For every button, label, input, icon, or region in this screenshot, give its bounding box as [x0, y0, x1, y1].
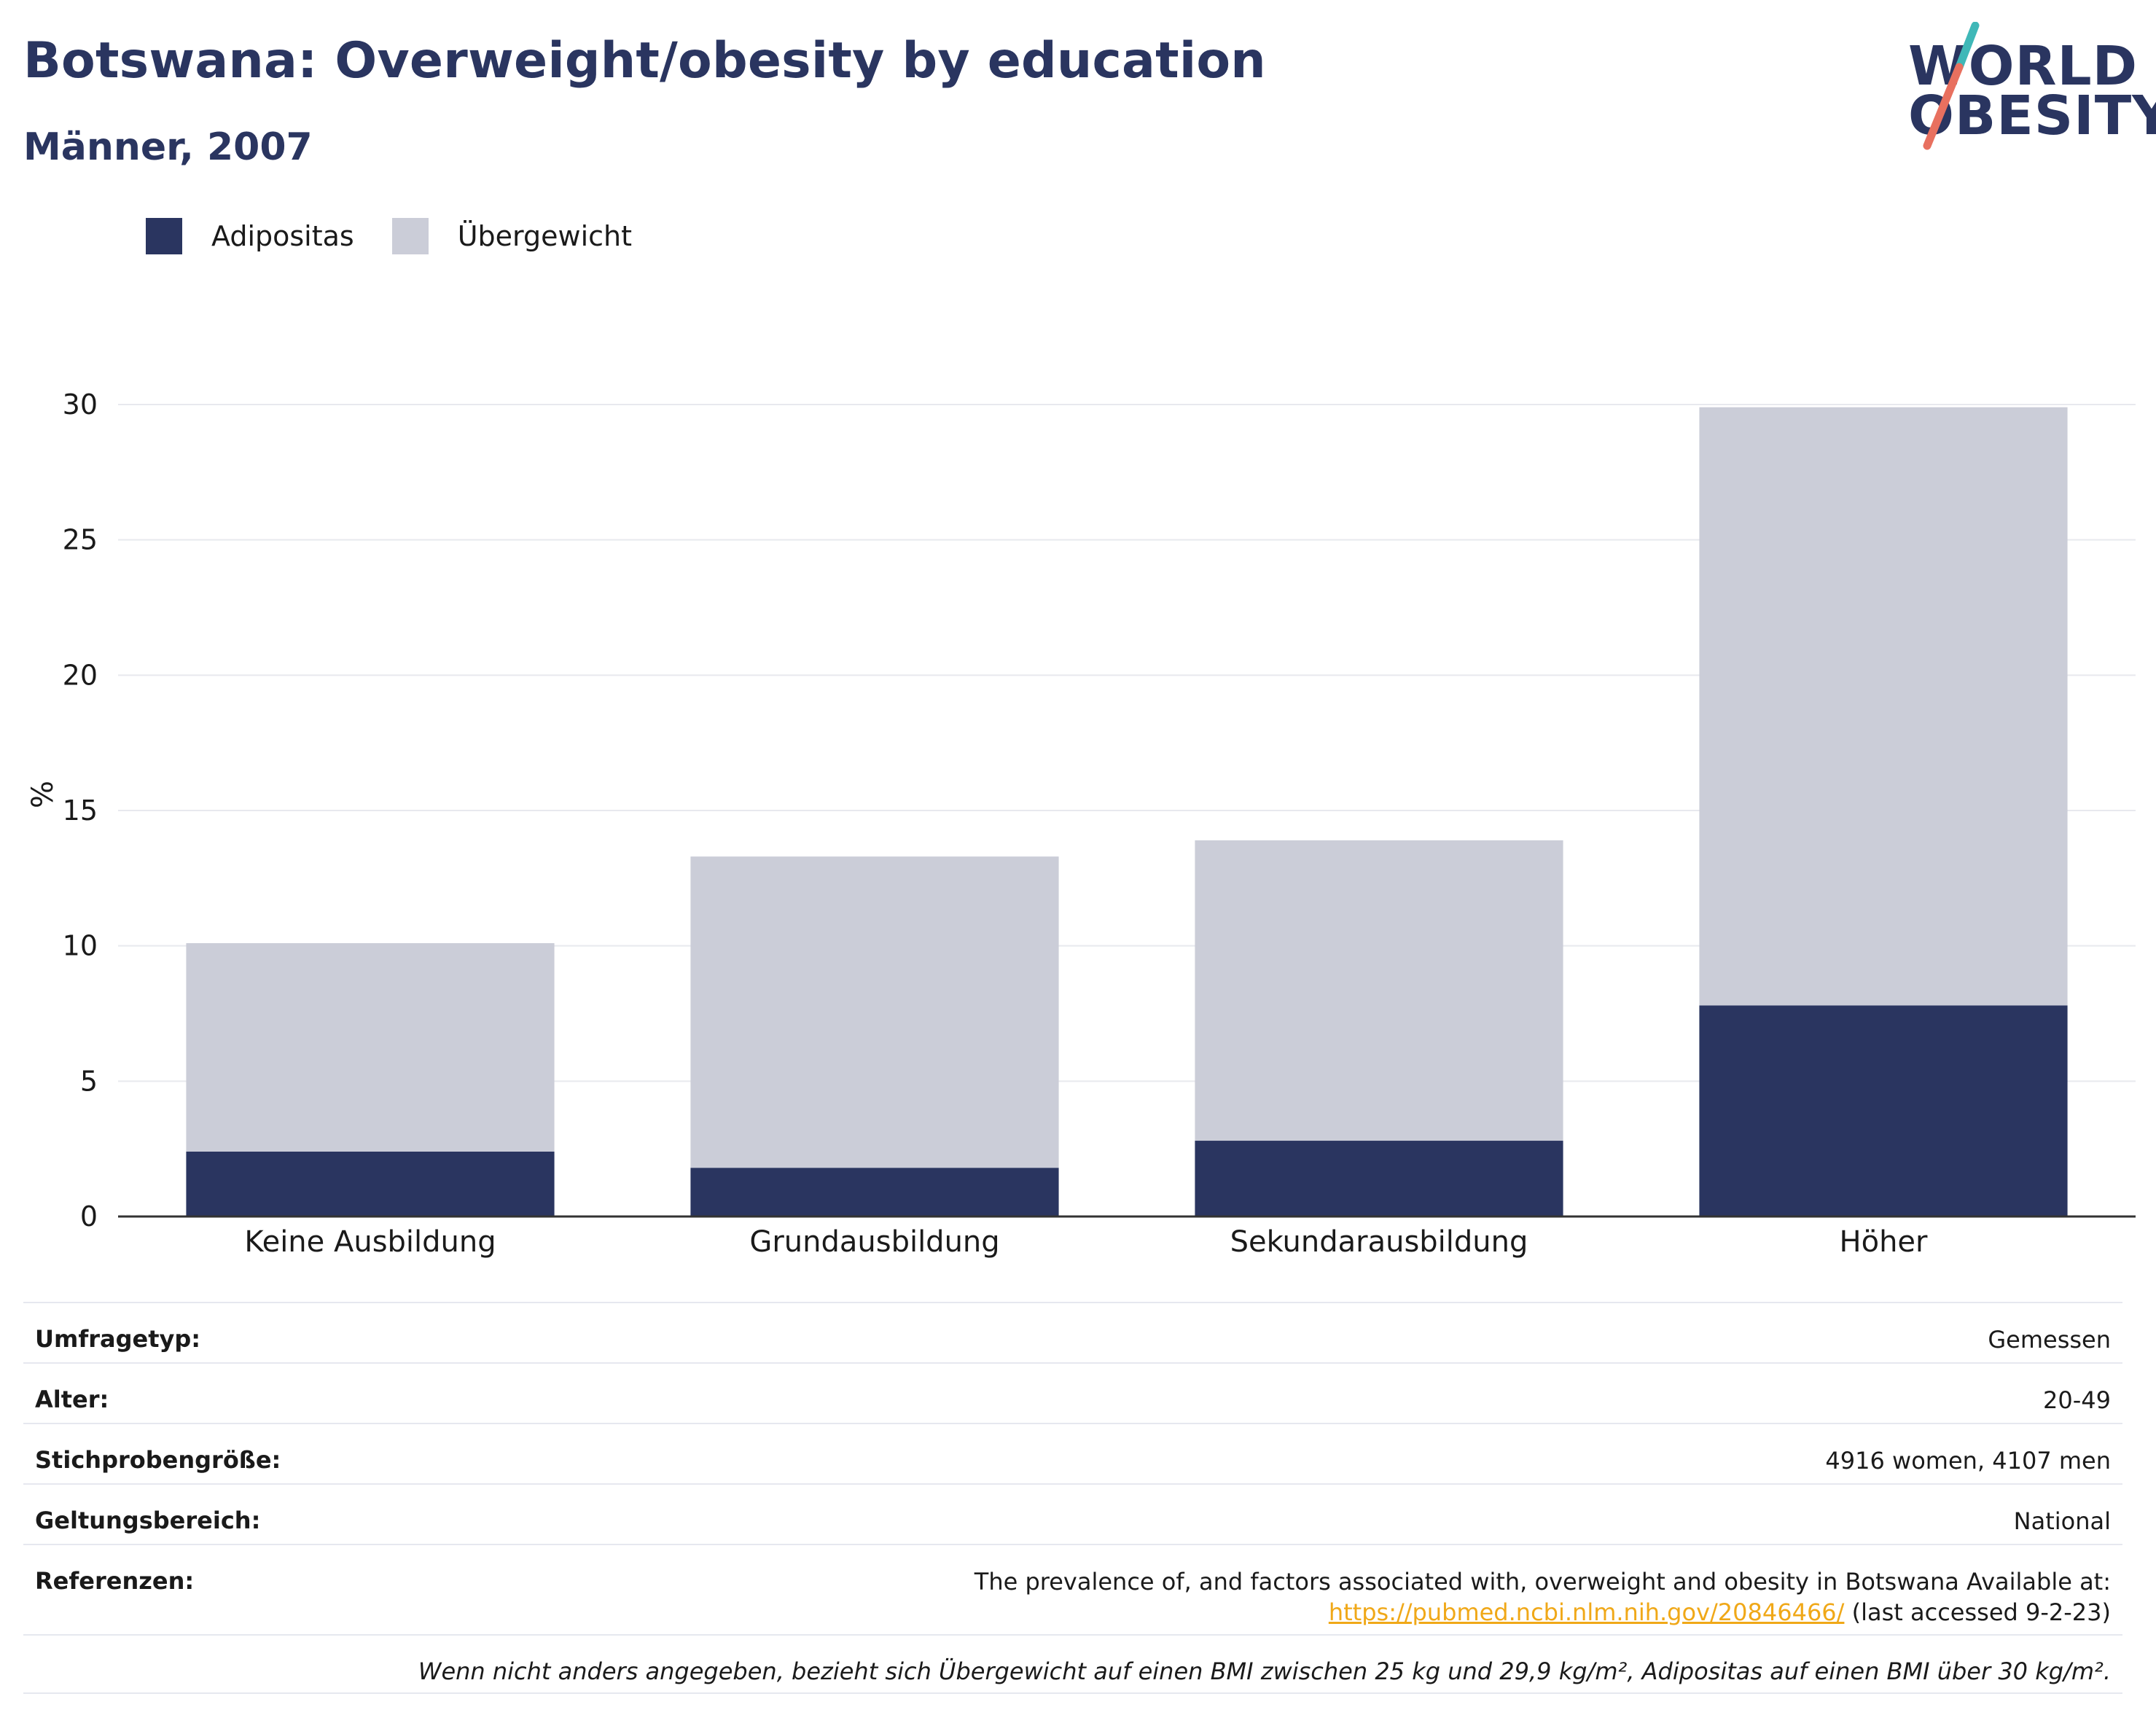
survey-info-table: Umfragetyp: Gemessen Alter: 20-49 Stichp…	[23, 1302, 2122, 1694]
info-label-age: Alter:	[35, 1386, 109, 1413]
info-row-survey-type: Umfragetyp: Gemessen	[23, 1302, 2122, 1362]
bar-adipositas-4	[1699, 1005, 2068, 1216]
info-value-survey-type: Gemessen	[1988, 1326, 2111, 1354]
chart-legend: Adipositas Übergewicht	[146, 216, 670, 257]
y-tick-label-20: 20	[63, 659, 98, 691]
info-label-sample-size: Stichprobengröße:	[35, 1446, 281, 1474]
info-value-references: The prevalence of, and factors associate…	[975, 1567, 2111, 1628]
legend-label-uebergewicht: Übergewicht	[457, 220, 632, 252]
legend-swatch-adipositas	[146, 218, 182, 254]
info-row-scope: Geltungsbereich: National	[23, 1483, 2122, 1544]
logo-slash-icon	[1923, 22, 1980, 150]
bar-uebergewicht-3	[1195, 840, 1563, 1141]
info-row-note: Wenn nicht anders angegeben, bezieht sic…	[23, 1634, 2122, 1694]
info-label-survey-type: Umfragetyp:	[35, 1325, 201, 1353]
reference-link-line: https://pubmed.ncbi.nlm.nih.gov/20846466…	[975, 1598, 2111, 1628]
page-title: Botswana: Overweight/obesity by educatio…	[23, 32, 1266, 90]
bar-uebergewicht-4	[1699, 407, 2068, 1006]
info-label-scope: Geltungsbereich:	[35, 1507, 261, 1534]
y-tick-label-15: 15	[63, 794, 98, 827]
legend-item-uebergewicht[interactable]: Übergewicht	[391, 218, 632, 254]
info-value-sample-size: 4916 women, 4107 men	[1825, 1447, 2111, 1475]
bar-uebergewicht-2	[690, 856, 1059, 1168]
bar-uebergewicht-1	[186, 942, 555, 1152]
info-row-age: Alter: 20-49	[23, 1362, 2122, 1423]
y-tick-label-30: 30	[63, 388, 98, 421]
y-tick-label-0: 0	[80, 1200, 98, 1233]
y-tick-label-25: 25	[63, 524, 98, 556]
bar-layer	[186, 407, 2068, 1216]
bmi-definition-note: Wenn nicht anders angegeben, bezieht sic…	[418, 1657, 2111, 1685]
y-tick-label-10: 10	[63, 930, 98, 962]
info-row-sample-size: Stichprobengröße: 4916 women, 4107 men	[23, 1423, 2122, 1483]
legend-label-adipositas: Adipositas	[211, 220, 354, 252]
reference-text: The prevalence of, and factors associate…	[974, 1568, 2111, 1596]
reference-accessed: (last accessed 9-2-23)	[1844, 1598, 2111, 1626]
info-value-age: 20-49	[2043, 1386, 2111, 1414]
axis-layer: 0 5 10 15 20 25 30 Keine Ausbildung Grundausbild…	[63, 388, 2136, 1259]
bar-chart: 0 5 10 15 20 25 30 Keine Ausbildung Grundausbild…	[26, 388, 2136, 1259]
legend-swatch-uebergewicht	[391, 218, 429, 254]
bar-adipositas-1	[186, 1151, 555, 1216]
x-tick-label-3: Sekundarausbildung	[1230, 1225, 1528, 1259]
reference-link[interactable]: https://pubmed.ncbi.nlm.nih.gov/20846466…	[1328, 1598, 1845, 1626]
page-subtitle: Männer, 2007	[23, 125, 313, 169]
y-axis-title: %	[26, 781, 60, 808]
x-tick-label-4: Höher	[1840, 1225, 1929, 1259]
x-tick-label-2: Grundausbildung	[749, 1225, 999, 1259]
legend-item-adipositas[interactable]: Adipositas	[146, 218, 354, 254]
info-row-references: Referenzen: The prevalence of, and facto…	[23, 1544, 2122, 1634]
info-value-scope: National	[2013, 1507, 2111, 1535]
bar-adipositas-2	[690, 1168, 1059, 1216]
info-label-references: Referenzen:	[35, 1567, 195, 1595]
x-tick-label-1: Keine Ausbildung	[244, 1225, 496, 1259]
y-tick-label-5: 5	[80, 1065, 98, 1097]
world-obesity-logo: WORLD OBESITY	[1895, 22, 2156, 153]
bar-adipositas-3	[1195, 1141, 1563, 1216]
logo-text-world: WORLD	[1908, 35, 2139, 98]
